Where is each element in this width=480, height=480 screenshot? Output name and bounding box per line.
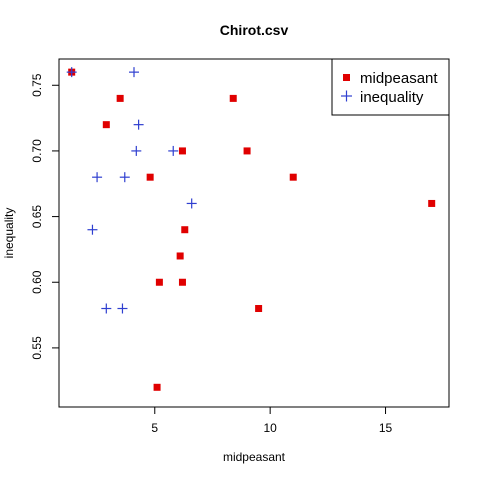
legend-plus-marker — [341, 90, 352, 102]
x-tick-label: 15 — [379, 421, 393, 435]
legend-label-inequality: inequality — [360, 89, 424, 106]
y-tick-label: 0.55 — [30, 336, 44, 360]
data-point-midpeasant — [229, 94, 237, 102]
data-point-inequality — [66, 67, 77, 78]
data-points — [66, 67, 436, 391]
x-tick-label: 10 — [263, 421, 277, 435]
data-point-inequality — [101, 303, 112, 314]
y-tick-label: 0.60 — [30, 270, 44, 294]
data-point-midpeasant — [102, 121, 110, 129]
data-point-inequality — [129, 67, 139, 78]
y-tick-label: 0.70 — [30, 139, 44, 163]
y-tick-label: 0.65 — [30, 205, 44, 229]
data-point-midpeasant — [176, 252, 184, 260]
data-point-inequality — [87, 224, 98, 235]
x-axis: 5 10 15 — [151, 406, 393, 435]
data-point-midpeasant — [153, 383, 161, 391]
x-axis-label: midpeasant — [223, 450, 286, 464]
chart-title: Chirot.csv — [220, 22, 289, 38]
data-point-midpeasant — [181, 226, 189, 234]
legend-box — [331, 58, 450, 116]
data-point-midpeasant — [428, 199, 436, 207]
legend: midpeasant inequality — [331, 58, 450, 116]
data-point-inequality — [92, 172, 103, 183]
data-point-midpeasant — [178, 278, 186, 286]
legend-square-marker — [343, 74, 350, 81]
x-tick-label: 5 — [151, 421, 158, 435]
y-tick-label: 0.75 — [30, 73, 44, 97]
data-point-inequality — [168, 145, 179, 156]
y-axis-label: inequality — [2, 208, 16, 259]
data-point-midpeasant — [155, 278, 163, 286]
data-point-midpeasant — [116, 94, 124, 102]
data-point-midpeasant — [178, 147, 186, 155]
legend-label-midpeasant: midpeasant — [360, 70, 438, 87]
data-point-inequality — [133, 119, 144, 130]
data-point-midpeasant — [243, 147, 251, 155]
y-axis: 0.55 0.60 0.65 0.70 0.75 — [30, 73, 60, 360]
data-point-midpeasant — [146, 173, 154, 181]
data-point-inequality — [186, 198, 197, 209]
data-point-inequality — [119, 172, 130, 183]
data-point-midpeasant — [255, 305, 263, 313]
data-point-inequality — [117, 303, 128, 314]
data-point-midpeasant — [289, 173, 297, 181]
data-point-inequality — [131, 145, 142, 156]
